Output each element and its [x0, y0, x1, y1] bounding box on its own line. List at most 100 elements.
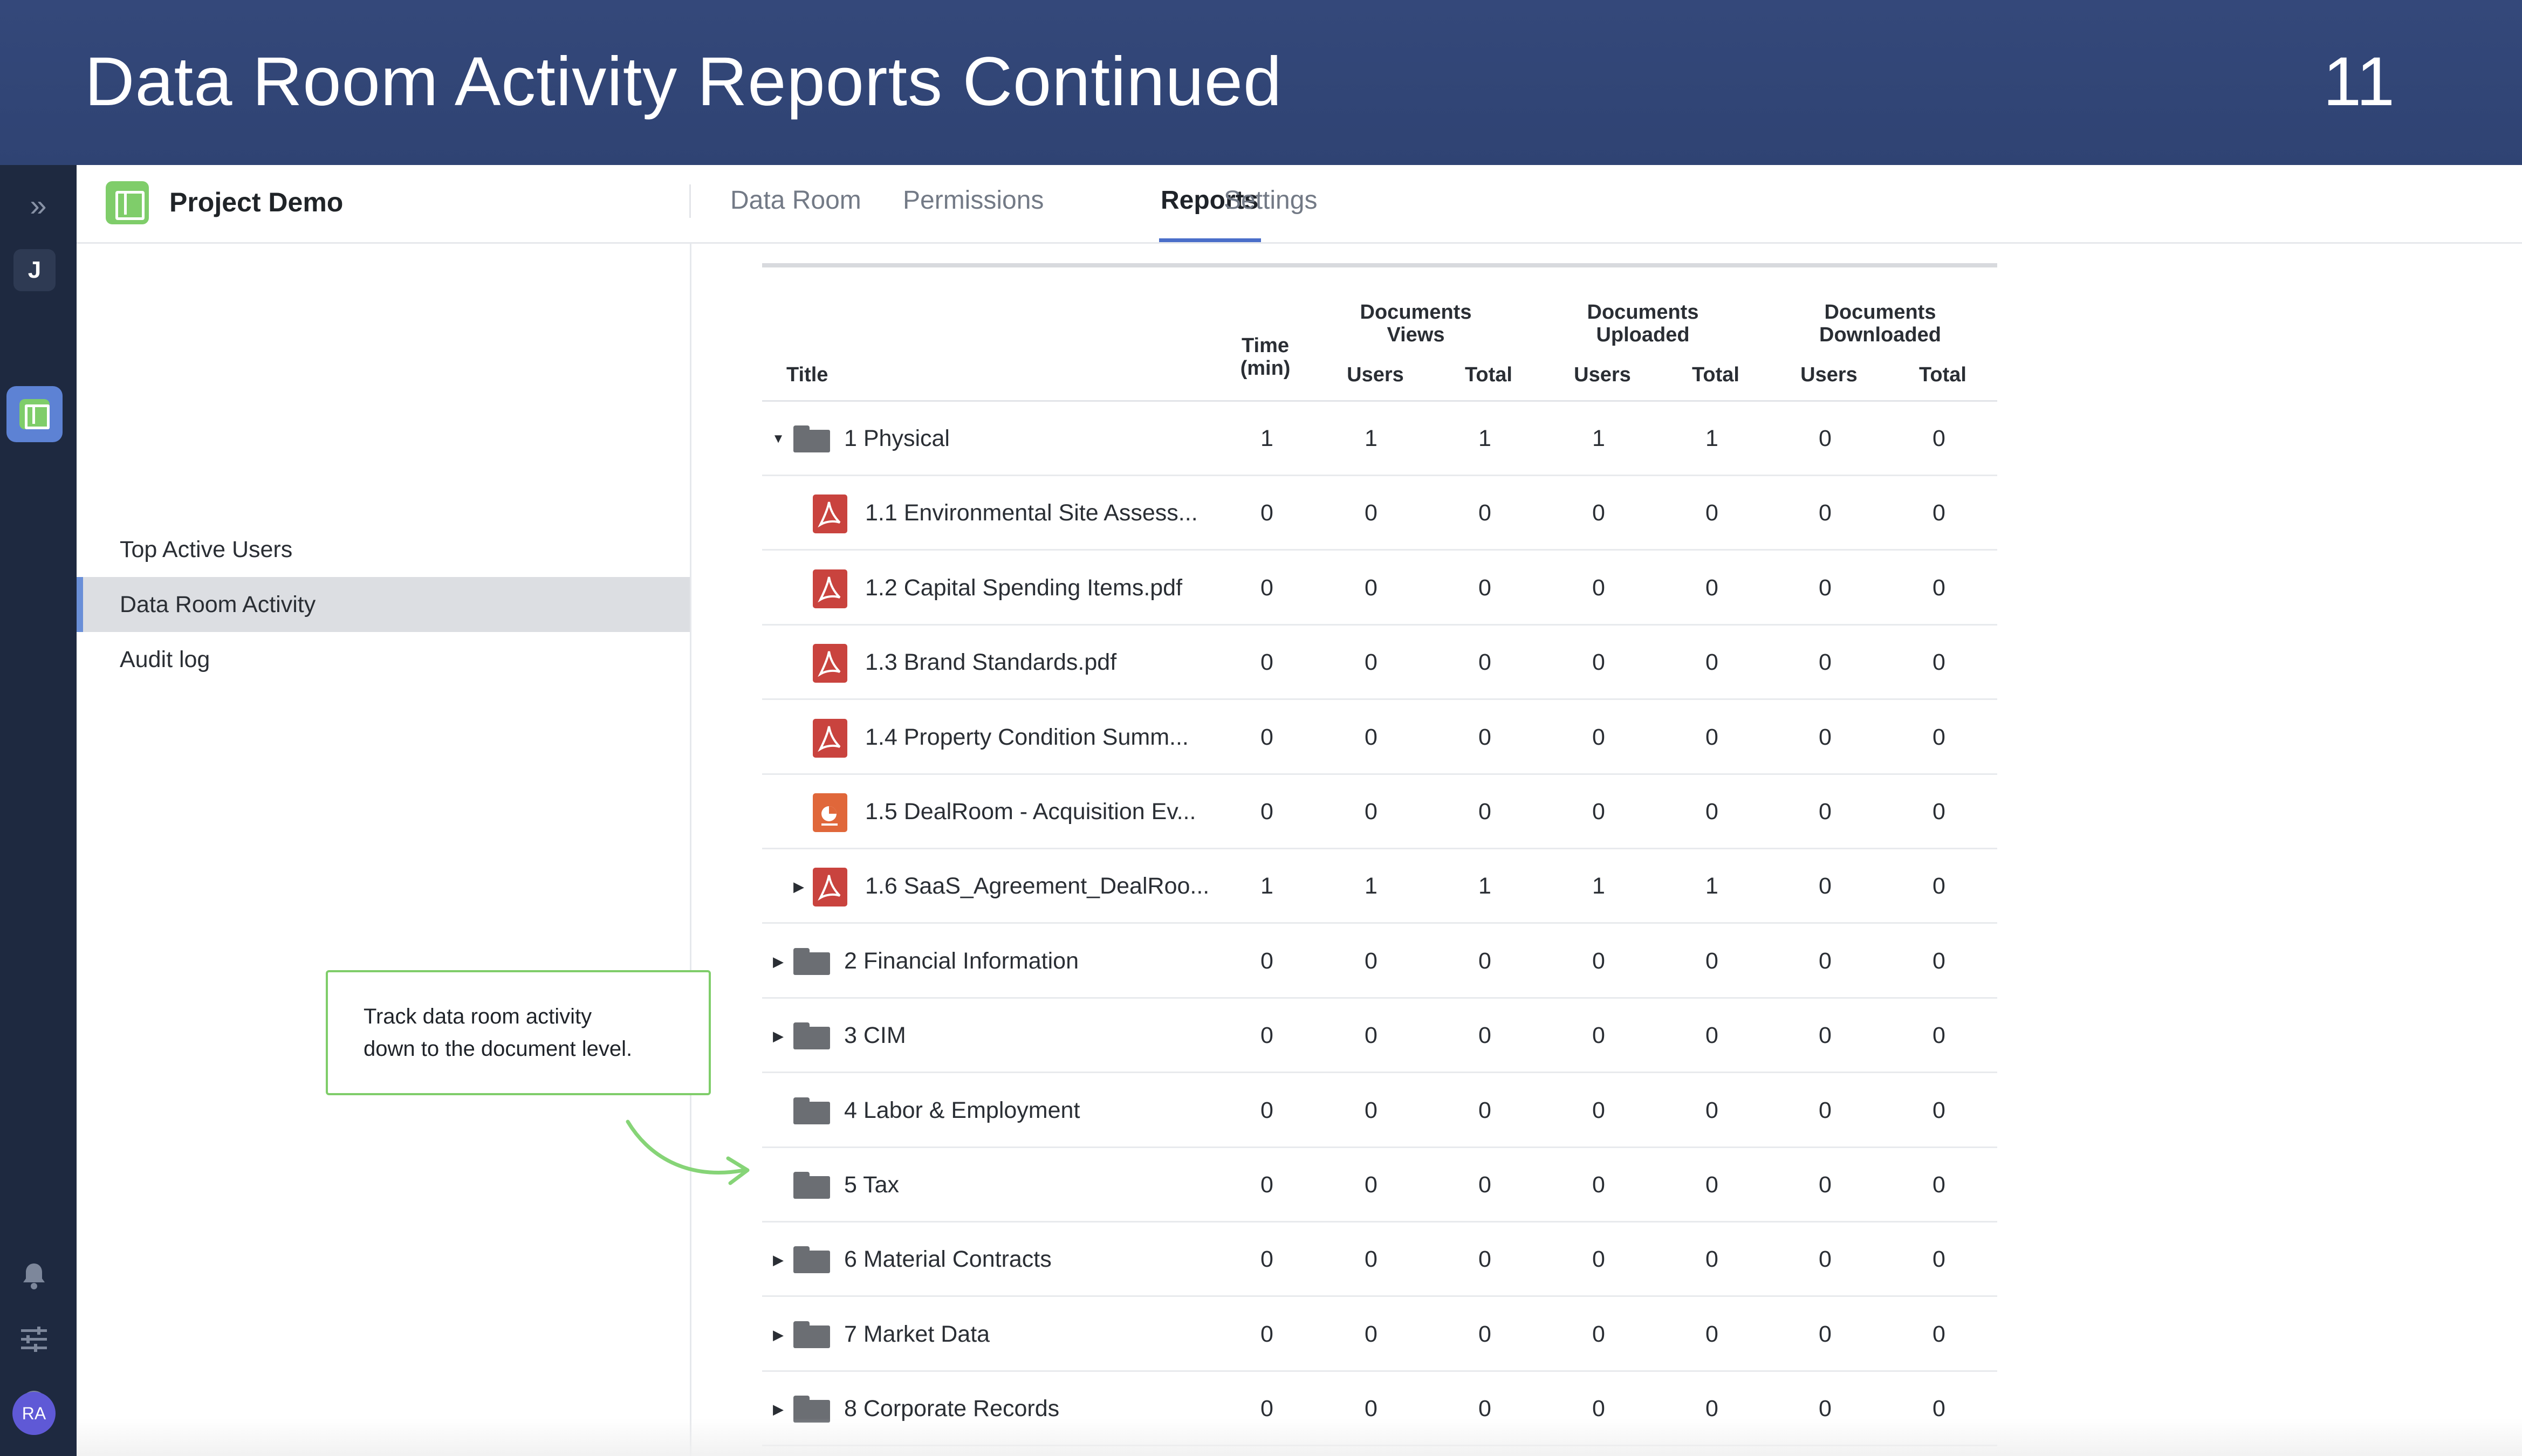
header-downloaded-total[interactable]: Total [1919, 363, 1966, 386]
cell-time-min: 0 [1260, 947, 1273, 974]
cell-time-min: 0 [1260, 724, 1273, 750]
table-row[interactable]: ▶ 3 CIM 0 0 0 0 0 0 0 [762, 999, 1997, 1074]
table-row[interactable]: ▼ 1 Physical 1 1 1 1 1 0 0 [762, 402, 1997, 476]
cell-downloaded-total: 0 [1932, 425, 1945, 451]
table-row[interactable]: ▶ 6 Material Contracts 0 0 0 0 0 0 0 [762, 1223, 1997, 1297]
data-room-app-button[interactable] [6, 386, 63, 442]
cell-uploaded-total: 1 [1705, 873, 1718, 899]
document-name[interactable]: 1.6 SaaS_Agreement_DealRoo... [865, 873, 1210, 899]
document-name[interactable]: 1.5 DealRoom - Acquisition Ev... [865, 799, 1196, 825]
caret-right-icon[interactable]: ▶ [773, 1028, 784, 1045]
folder-name[interactable]: 2 Financial Information [844, 947, 1079, 974]
tab-reports[interactable]: Reports [1161, 186, 1259, 215]
cell-views-total: 1 [1478, 873, 1491, 899]
cell-uploaded-users: 1 [1592, 425, 1605, 451]
folder-name[interactable]: 1 Physical [844, 425, 950, 451]
caret-down-icon[interactable]: ▼ [772, 431, 785, 446]
header-uploaded-total[interactable]: Total [1692, 363, 1739, 386]
presentation-file-icon [813, 793, 847, 832]
cell-views-total: 0 [1478, 724, 1491, 750]
cell-uploaded-users: 0 [1592, 649, 1605, 676]
cell-time-min: 0 [1260, 1246, 1273, 1273]
folder-name[interactable]: 6 Material Contracts [844, 1246, 1052, 1273]
nav-item-top-active-users[interactable]: Top Active Users [120, 537, 293, 562]
bell-icon[interactable] [17, 1258, 51, 1293]
slide-title: Data Room Activity Reports Continued [85, 43, 1283, 120]
document-name[interactable]: 1.3 Brand Standards.pdf [865, 649, 1117, 676]
table-row[interactable]: 4 Labor & Employment 0 0 0 0 0 0 0 [762, 1074, 1997, 1148]
tab-settings[interactable]: Settings [1224, 186, 1318, 215]
activity-table: Title Time (min) Documents Views Documen… [762, 263, 1997, 1456]
cell-uploaded-total: 0 [1705, 574, 1718, 601]
cell-downloaded-total: 0 [1932, 1321, 1945, 1347]
nav-item-audit-log[interactable]: Audit log [120, 647, 210, 672]
callout-line-1: Track data room activity [364, 1005, 592, 1028]
cell-uploaded-users: 1 [1592, 873, 1605, 899]
callout-line-2: down to the document level. [364, 1037, 633, 1061]
cell-uploaded-users: 0 [1592, 1396, 1605, 1422]
slide-page-number: 11 [2323, 43, 2395, 120]
document-name[interactable]: 1.1 Environmental Site Assess... [865, 500, 1198, 526]
cell-uploaded-total: 1 [1705, 425, 1718, 451]
cell-time-min: 0 [1260, 1022, 1273, 1049]
pdf-file-icon [813, 495, 847, 534]
table-row[interactable]: 1.3 Brand Standards.pdf 0 0 0 0 0 0 0 [762, 626, 1997, 700]
header-views-users[interactable]: Users [1347, 363, 1404, 386]
cell-downloaded-users: 0 [1819, 799, 1832, 825]
sliders-icon[interactable] [17, 1322, 51, 1356]
header-title[interactable]: Title [786, 363, 828, 386]
table-row[interactable]: 1.4 Property Condition Summ... 0 0 0 0 0 0 0 [762, 700, 1997, 775]
table-row[interactable]: 5 Tax 0 0 0 0 0 0 0 [762, 1148, 1997, 1223]
double-chevron-right-icon[interactable]: » [30, 188, 47, 222]
folder-name[interactable]: 8 Corporate Records [844, 1396, 1060, 1422]
folder-name[interactable]: 5 Tax [844, 1172, 899, 1198]
document-name[interactable]: 1.4 Property Condition Summ... [865, 724, 1189, 750]
nav-item-data-room-activity[interactable]: Data Room Activity [77, 577, 690, 632]
cell-views-users: 0 [1365, 947, 1377, 974]
table-row[interactable]: ▶ 8 Corporate Records 0 0 0 0 0 0 0 [762, 1372, 1997, 1447]
header-downloaded-users[interactable]: Users [1800, 363, 1858, 386]
slide-header: Data Room Activity Reports Continued 11 [0, 0, 2522, 165]
app-topbar: Project Demo Data Room Permissions Repor… [77, 165, 2522, 244]
caret-right-icon[interactable]: ▶ [773, 1326, 784, 1343]
table-row[interactable]: ▶ 2 Financial Information 0 0 0 0 0 0 0 [762, 924, 1997, 999]
cell-uploaded-total: 0 [1705, 649, 1718, 676]
cell-downloaded-users: 0 [1819, 649, 1832, 676]
cell-downloaded-users: 0 [1819, 947, 1832, 974]
table-row[interactable]: 1.2 Capital Spending Items.pdf 0 0 0 0 0 0 0 [762, 551, 1997, 626]
header-views-total[interactable]: Total [1465, 363, 1512, 386]
tab-permissions[interactable]: Permissions [903, 186, 1044, 215]
table-row[interactable]: ▶ 1.6 SaaS_Agreement_DealRoo... 1 1 1 1 1 0 0 [762, 849, 1997, 924]
header-time[interactable]: Time (min) [1240, 334, 1291, 380]
table-row[interactable]: 1.1 Environmental Site Assess... 0 0 0 0 0 0 0 [762, 476, 1997, 551]
caret-right-icon[interactable]: ▶ [773, 953, 784, 970]
caret-right-icon[interactable]: ▶ [773, 1252, 784, 1268]
tab-data-room[interactable]: Data Room [730, 186, 861, 215]
folder-icon [793, 1172, 830, 1199]
pdf-file-icon [813, 569, 847, 608]
cell-time-min: 0 [1260, 1321, 1273, 1347]
cell-uploaded-total: 0 [1705, 1396, 1718, 1422]
folder-name[interactable]: 3 CIM [844, 1022, 906, 1049]
document-name[interactable]: 1.2 Capital Spending Items.pdf [865, 574, 1183, 601]
cell-views-users: 0 [1365, 649, 1377, 676]
table-row[interactable]: 1.5 DealRoom - Acquisition Ev... 0 0 0 0 0 0 0 [762, 775, 1997, 849]
workspace-button[interactable]: J [13, 249, 56, 291]
caret-right-icon[interactable]: ▶ [773, 1401, 784, 1418]
cell-downloaded-total: 0 [1932, 1022, 1945, 1049]
cell-downloaded-users: 0 [1819, 1172, 1832, 1198]
table-row[interactable]: ▶ 7 Market Data 0 0 0 0 0 0 0 [762, 1297, 1997, 1372]
cell-downloaded-total: 0 [1932, 724, 1945, 750]
reports-sidenav: Top Active Users Data Room Activity Audi… [77, 244, 691, 1456]
folder-name[interactable]: 4 Labor & Employment [844, 1097, 1080, 1123]
cell-views-users: 0 [1365, 1172, 1377, 1198]
cell-views-total: 0 [1478, 947, 1491, 974]
project-name[interactable]: Project Demo [169, 187, 344, 217]
cell-downloaded-total: 0 [1932, 1097, 1945, 1123]
user-avatar[interactable]: RA [12, 1392, 56, 1435]
caret-right-icon[interactable]: ▶ [793, 878, 804, 895]
cell-views-total: 0 [1478, 799, 1491, 825]
folder-name[interactable]: 7 Market Data [844, 1321, 990, 1347]
callout-arrow-icon [626, 1120, 750, 1185]
header-uploaded-users[interactable]: Users [1574, 363, 1631, 386]
